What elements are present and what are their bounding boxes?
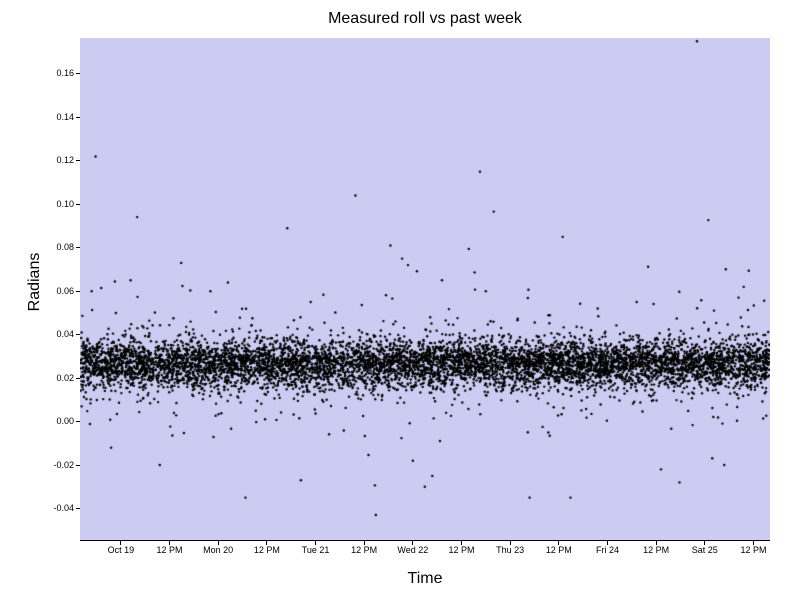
x-tick-mark bbox=[752, 541, 754, 545]
y-tick-label: 0.16 bbox=[56, 68, 74, 79]
x-tick-mark bbox=[558, 541, 560, 545]
y-tick-mark bbox=[76, 290, 80, 292]
y-tick-mark bbox=[76, 203, 80, 205]
x-tick-mark bbox=[509, 541, 511, 545]
x-tick-mark bbox=[266, 541, 268, 545]
x-tick-label: 12 PM bbox=[740, 545, 767, 555]
x-tick-mark bbox=[363, 541, 365, 545]
x-tick-label: Wed 22 bbox=[397, 545, 429, 555]
y-tick-label: 0.00 bbox=[56, 416, 74, 427]
x-tick-mark bbox=[412, 541, 414, 545]
y-tick-label: 0.14 bbox=[56, 111, 74, 122]
x-axis-line bbox=[80, 540, 770, 541]
y-tick-mark bbox=[76, 334, 80, 336]
y-tick-label: -0.04 bbox=[53, 502, 74, 513]
x-tick-label: 12 PM bbox=[643, 545, 670, 555]
x-tick-label: 12 PM bbox=[545, 545, 572, 555]
y-axis-label: Radians bbox=[26, 252, 43, 312]
x-tick-label: Oct 19 bbox=[107, 545, 135, 555]
x-tick-mark bbox=[169, 541, 171, 545]
y-tick-label: 0.10 bbox=[56, 198, 74, 209]
y-tick-mark bbox=[76, 73, 80, 75]
x-tick-label: 12 PM bbox=[448, 545, 475, 555]
y-tick-label: 0.08 bbox=[56, 242, 74, 253]
x-tick-mark bbox=[217, 541, 219, 545]
x-tick-label: Thu 23 bbox=[496, 545, 525, 555]
y-tick-label: 0.02 bbox=[56, 372, 74, 383]
y-tick-label: -0.02 bbox=[53, 459, 74, 470]
y-tick-label: 0.04 bbox=[56, 329, 74, 340]
y-tick-mark bbox=[76, 377, 80, 379]
x-tick-label: 12 PM bbox=[156, 545, 183, 555]
y-tick-mark bbox=[76, 507, 80, 509]
scatter-plot-canvas bbox=[80, 38, 770, 540]
chart-title: Measured roll vs past week bbox=[328, 10, 522, 27]
y-tick-mark bbox=[76, 247, 80, 249]
x-tick-mark bbox=[120, 541, 122, 545]
x-tick-label: Sat 25 bbox=[691, 545, 718, 555]
x-tick-mark bbox=[704, 541, 706, 545]
y-tick-mark bbox=[76, 464, 80, 466]
x-tick-label: Fri 24 bbox=[595, 545, 619, 555]
y-tick-label: 0.06 bbox=[56, 285, 74, 296]
x-axis-label: Time bbox=[407, 570, 443, 587]
y-tick-mark bbox=[76, 421, 80, 423]
y-tick-mark bbox=[76, 116, 80, 118]
x-tick-mark bbox=[315, 541, 316, 545]
x-tick-mark bbox=[655, 541, 657, 545]
x-tick-label: Tue 21 bbox=[301, 545, 330, 555]
x-tick-mark bbox=[460, 541, 462, 545]
x-tick-label: Mon 20 bbox=[203, 545, 234, 555]
y-tick-mark bbox=[76, 160, 80, 162]
y-tick-label: 0.12 bbox=[56, 155, 74, 166]
x-tick-label: 12 PM bbox=[351, 545, 378, 555]
x-tick-label: 12 PM bbox=[253, 545, 280, 555]
x-tick-mark bbox=[606, 541, 608, 545]
